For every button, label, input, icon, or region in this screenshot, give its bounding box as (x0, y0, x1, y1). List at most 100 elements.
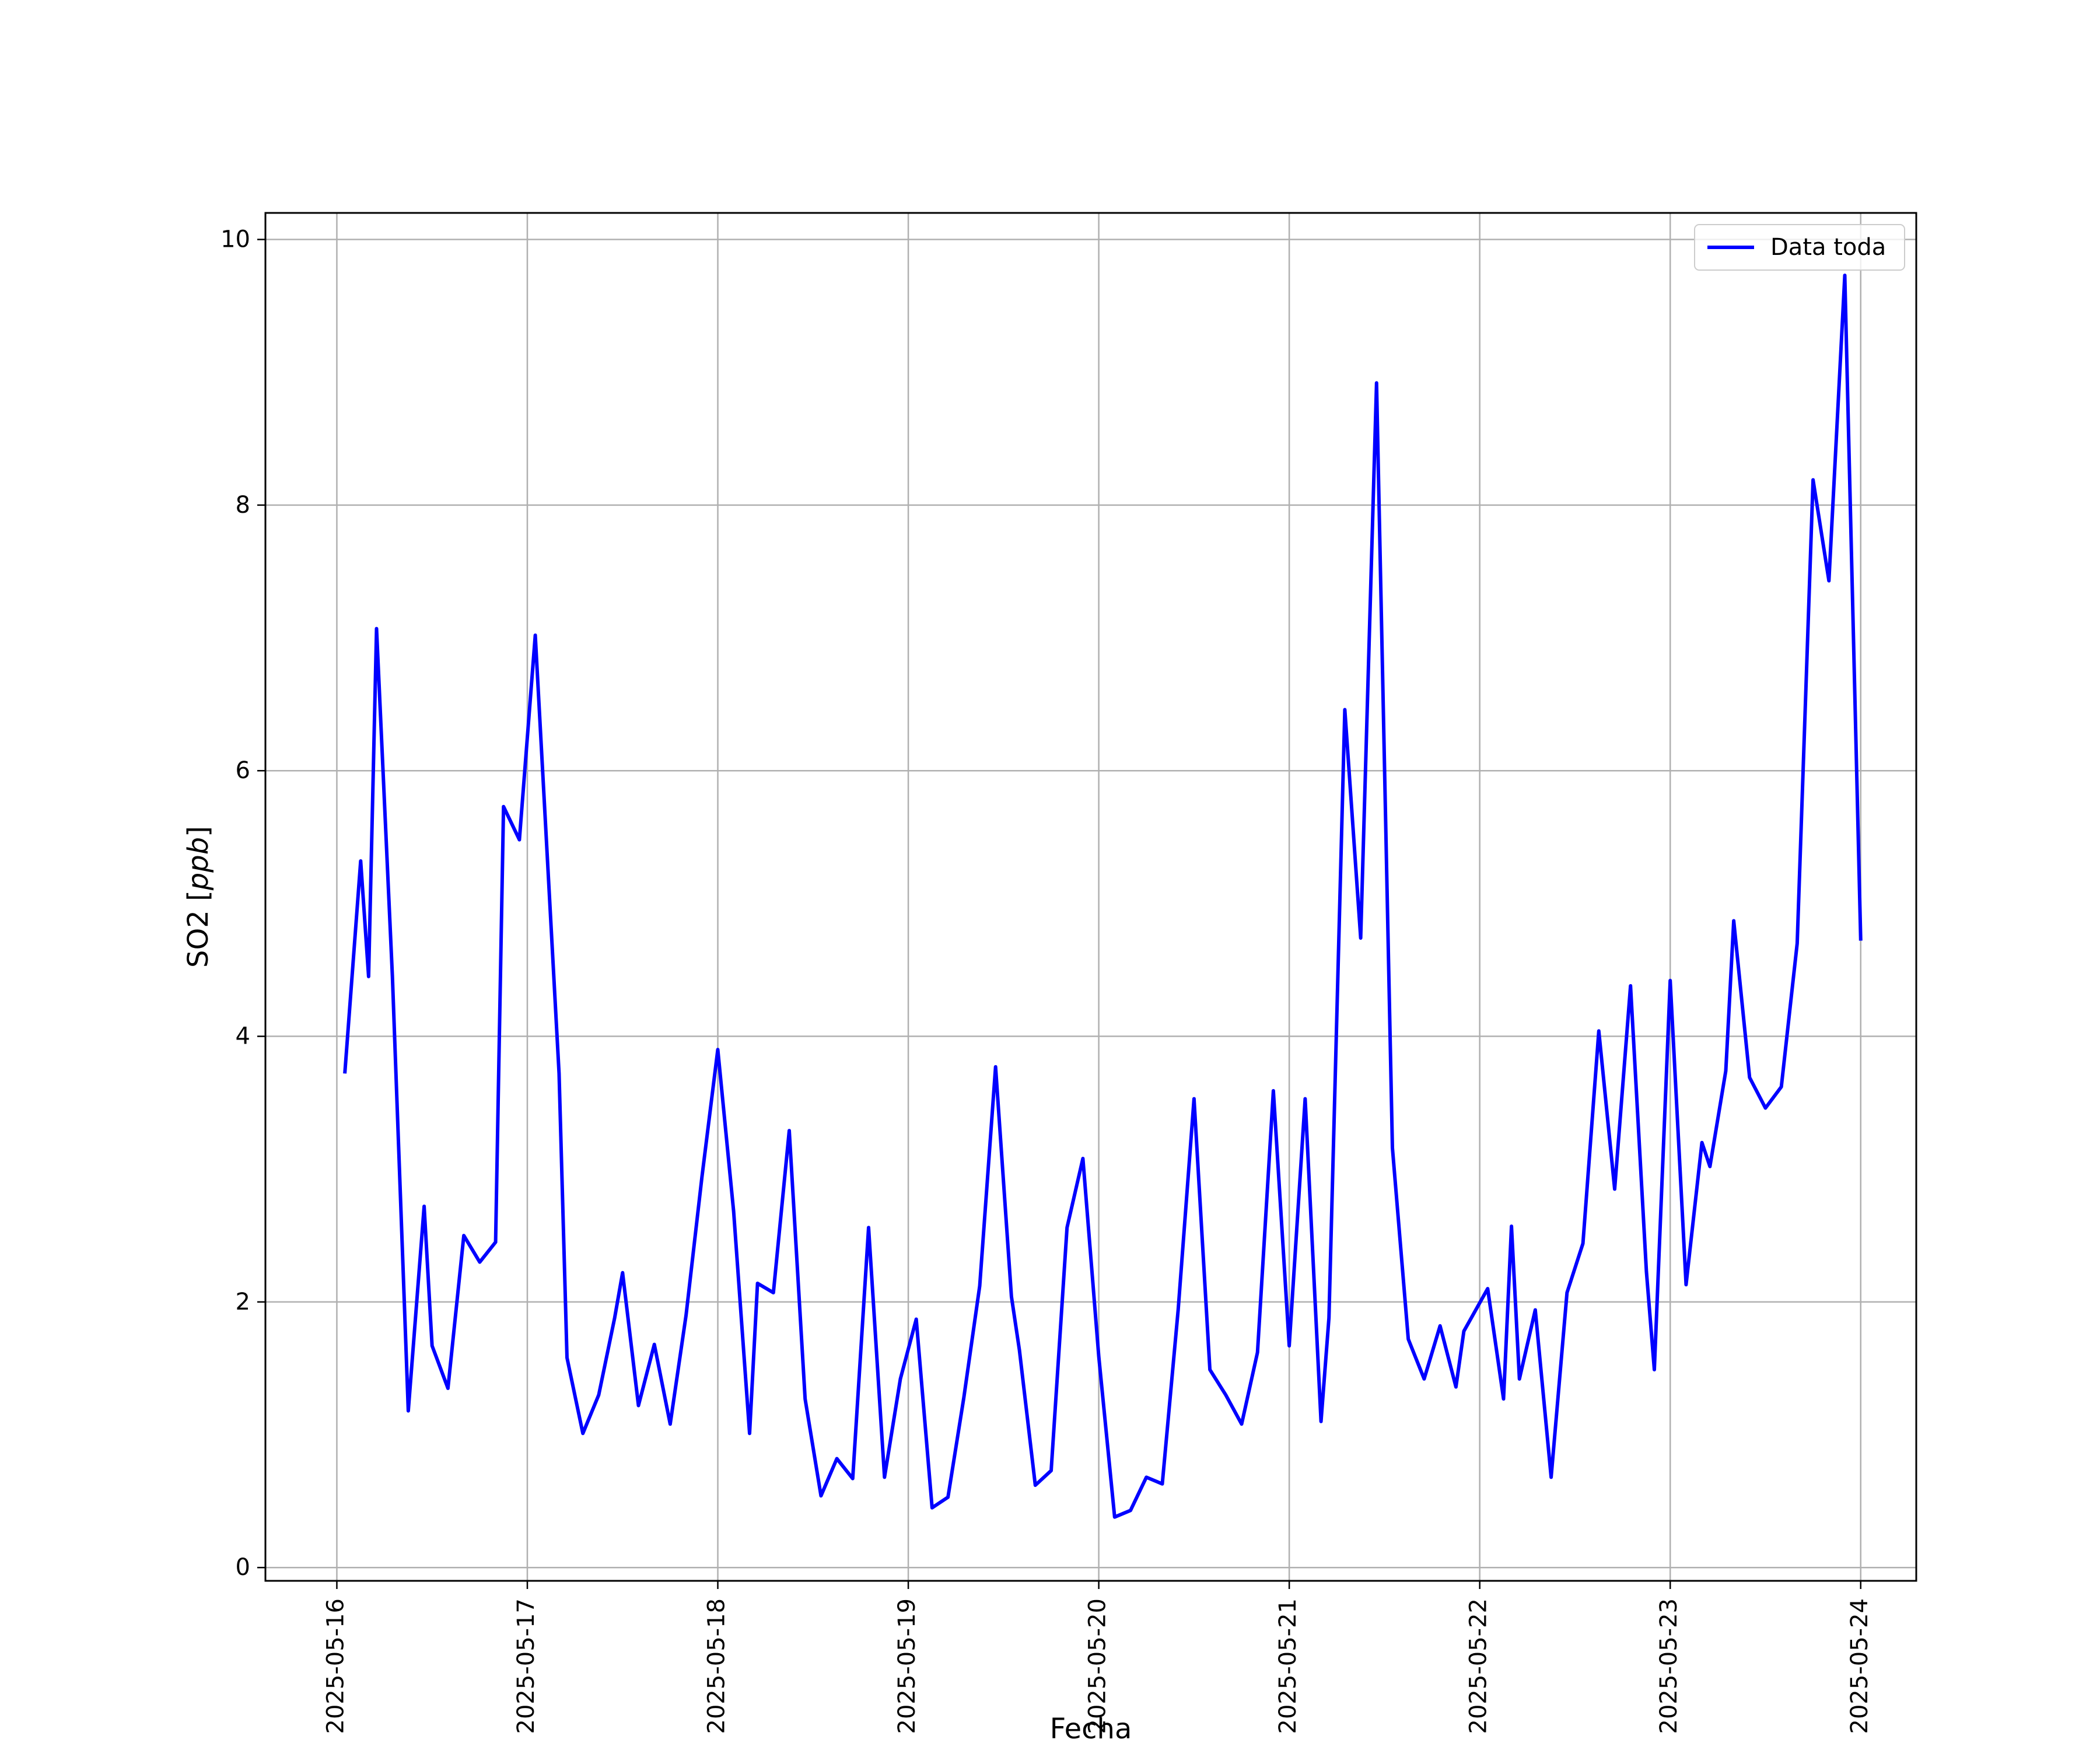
data-point (1438, 1324, 1442, 1328)
data-point (359, 859, 362, 863)
data-point (867, 1226, 870, 1229)
x-tick-label: 2025-05-17 (513, 1598, 540, 1734)
y-axis-label-text: SO2 [ (182, 890, 215, 968)
data-point (946, 1496, 950, 1499)
x-tick-label: 2025-05-18 (704, 1598, 730, 1734)
data-point (494, 1240, 498, 1244)
data-point (375, 627, 379, 631)
data-point (407, 1409, 410, 1413)
data-point (930, 1506, 934, 1510)
data-point (1097, 1354, 1101, 1358)
data-point (597, 1393, 600, 1396)
data-point (1454, 1385, 1458, 1389)
data-point (1256, 1350, 1259, 1354)
data-point (517, 838, 521, 842)
data-point (756, 1282, 760, 1285)
data-point (391, 975, 394, 978)
plot-area-frame (264, 212, 1917, 1582)
y-axis-label-bracket: ] (182, 826, 215, 837)
data-point (1065, 1226, 1069, 1229)
data-point (446, 1387, 450, 1390)
y-tick-label: 2 (236, 1289, 250, 1315)
data-point (1462, 1329, 1466, 1333)
data-point (534, 634, 537, 637)
data-point (1327, 1316, 1331, 1320)
data-point (1192, 1097, 1196, 1101)
data-point (1113, 1516, 1116, 1519)
x-tick-label: 2025-05-20 (1084, 1598, 1111, 1734)
data-point (343, 1072, 346, 1075)
data-point (1129, 1508, 1132, 1512)
data-point (1161, 1482, 1164, 1486)
data-point (700, 1175, 704, 1179)
y-axis-label-unit: ppb (182, 837, 215, 891)
data-point (1208, 1368, 1212, 1371)
data-point (653, 1343, 656, 1346)
data-point (1240, 1422, 1244, 1426)
data-point (978, 1284, 982, 1288)
data-point (1502, 1397, 1506, 1401)
data-point (1534, 1308, 1537, 1312)
data-point (1549, 1475, 1553, 1479)
legend-box (1694, 224, 1905, 271)
data-point (915, 1318, 918, 1321)
data-point (1359, 936, 1363, 940)
data-point (883, 1475, 886, 1479)
data-point (1224, 1393, 1227, 1396)
data-point (1668, 979, 1672, 982)
axis-ticks: 2025-05-16 2025-05-17 2025-05-18 2025-05-19… (220, 226, 1873, 1734)
x-tick-label: 2025-05-16 (322, 1598, 349, 1734)
data-point (1486, 1287, 1489, 1290)
data-point (1748, 1076, 1751, 1079)
data-point (962, 1396, 965, 1399)
data-point (1613, 1187, 1616, 1191)
data-point (1629, 984, 1632, 988)
x-tick-label: 2025-05-22 (1465, 1598, 1492, 1734)
data-point (1724, 1069, 1728, 1073)
y-tick-label: 0 (236, 1554, 250, 1581)
data-point (430, 1344, 434, 1348)
data-point (1764, 1107, 1768, 1110)
data-point (748, 1432, 751, 1435)
data-point (1391, 1146, 1394, 1150)
data-point (557, 1072, 561, 1075)
data-point (1597, 1029, 1601, 1032)
data-point (732, 1210, 736, 1213)
data-point (367, 975, 370, 978)
data-point (1644, 1270, 1648, 1273)
data-point (1034, 1483, 1037, 1487)
data-point (668, 1422, 672, 1426)
data-point (772, 1291, 775, 1294)
data-point (1510, 1224, 1513, 1228)
data-point (1859, 939, 1863, 943)
data-point (1177, 1308, 1180, 1312)
data-point (1827, 579, 1831, 583)
data-point (1708, 1165, 1712, 1168)
data-point (1287, 1344, 1291, 1348)
legend: Data toda (1694, 224, 1905, 271)
data-point (1581, 1242, 1585, 1245)
data-point (422, 1205, 426, 1208)
legend-label-data-toda: Data toda (1770, 234, 1886, 261)
data-point (1796, 942, 1799, 945)
data-point (851, 1477, 855, 1480)
data-point (1565, 1291, 1569, 1294)
data-point (1653, 1368, 1656, 1371)
data-point (1518, 1377, 1521, 1381)
data-point (1320, 1420, 1323, 1423)
data-point (803, 1397, 807, 1401)
data-point (1811, 478, 1815, 482)
data-point (1422, 1377, 1426, 1381)
data-point (462, 1234, 466, 1237)
data-point (581, 1432, 584, 1435)
data-point (502, 805, 505, 808)
data-point (1843, 274, 1847, 277)
y-tick-label: 8 (236, 492, 250, 519)
data-point (1010, 1295, 1013, 1298)
data-point (1780, 1085, 1783, 1088)
x-tick-label: 2025-05-21 (1275, 1598, 1301, 1734)
data-point (716, 1048, 720, 1051)
data-point (1081, 1157, 1084, 1160)
data-point (1343, 708, 1346, 712)
